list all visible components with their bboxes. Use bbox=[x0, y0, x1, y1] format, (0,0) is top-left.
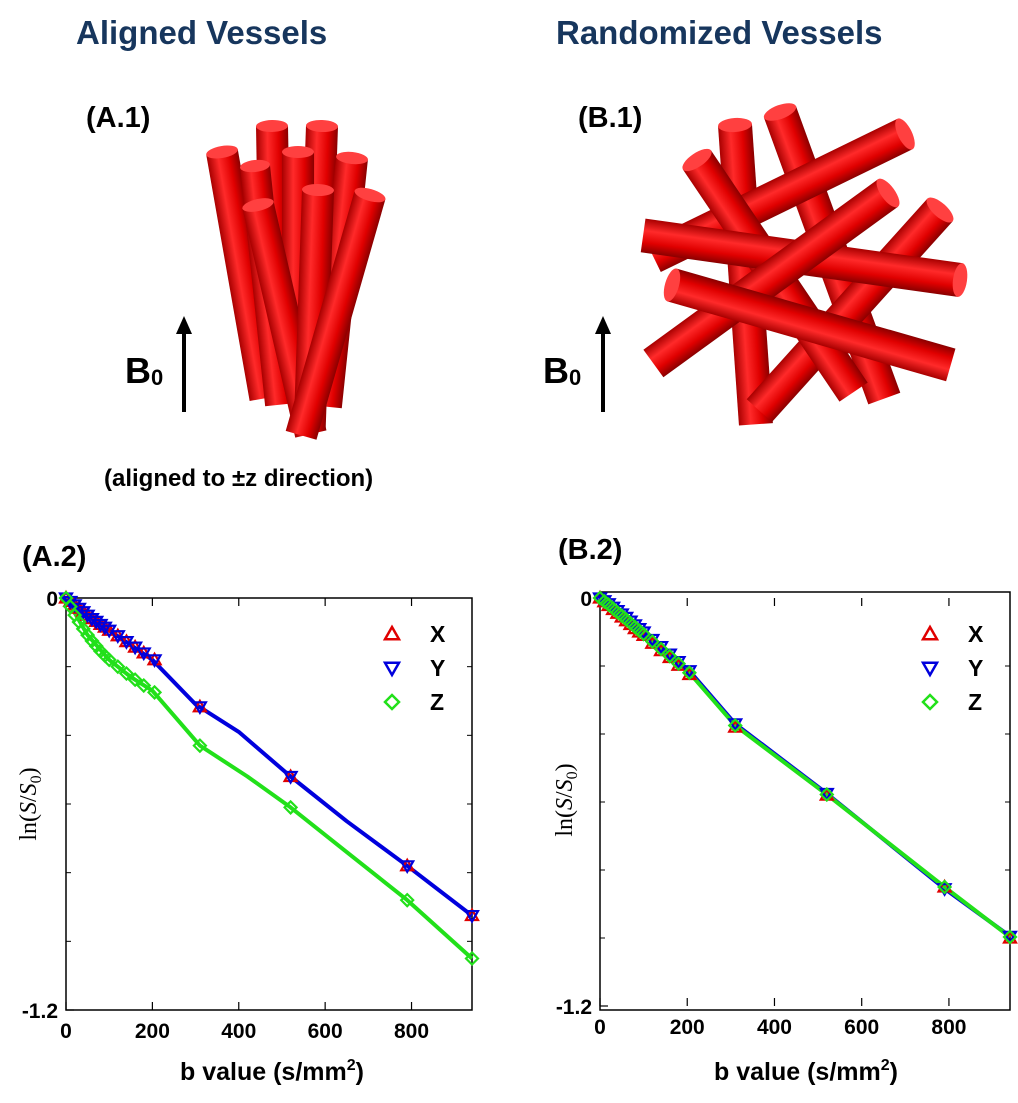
data-point-z bbox=[819, 786, 835, 803]
y-axis-label: ln(S/S0) bbox=[552, 763, 581, 836]
title-aligned-vessels: Aligned Vessels bbox=[76, 14, 328, 51]
data-point-y bbox=[282, 770, 299, 785]
b0-label-left: B0 bbox=[125, 350, 164, 391]
y-tick-label: -1.2 bbox=[22, 1000, 58, 1023]
aligned-vessels-bundle bbox=[206, 119, 386, 440]
b0-arrow-right bbox=[595, 316, 611, 412]
data-point-z bbox=[727, 717, 743, 734]
vessel-tube bbox=[746, 197, 954, 423]
legend-marker-y bbox=[920, 661, 940, 678]
x-tick-label: 0 bbox=[594, 1016, 606, 1039]
x-axis-label: b value (s/mm2) bbox=[180, 1057, 364, 1086]
legend-marker-x bbox=[920, 624, 940, 641]
legend-label-y: Y bbox=[968, 655, 983, 681]
x-axis-label: b value (s/mm2) bbox=[714, 1057, 898, 1086]
data-point-z bbox=[644, 633, 660, 650]
legend-label-z: Z bbox=[430, 689, 444, 715]
x-tick-label: 800 bbox=[394, 1020, 429, 1043]
y-tick-label: 0 bbox=[46, 588, 58, 611]
legend-marker-y bbox=[382, 661, 402, 678]
data-point-z bbox=[662, 648, 678, 664]
x-tick-label: 800 bbox=[931, 1016, 966, 1039]
data-point-z bbox=[127, 672, 143, 688]
x-tick-label: 200 bbox=[135, 1020, 170, 1043]
randomized-vessels-bundle bbox=[640, 103, 968, 426]
data-point-z bbox=[670, 656, 687, 672]
aligned-direction-note: (aligned to ±z direction) bbox=[104, 465, 374, 492]
title-randomized-vessels: Randomized Vessels bbox=[556, 14, 883, 51]
data-point-z bbox=[653, 641, 669, 657]
data-point-y bbox=[146, 654, 163, 669]
y-axis-label: ln(S/S0) bbox=[16, 767, 45, 840]
legend-marker-z bbox=[383, 693, 401, 711]
x-tick-label: 600 bbox=[844, 1016, 879, 1039]
data-point-z bbox=[110, 659, 126, 675]
data-point-z bbox=[399, 892, 415, 908]
plot-frame bbox=[599, 591, 1011, 1011]
data-point-z bbox=[636, 626, 652, 642]
legend-label-x: X bbox=[430, 621, 446, 647]
data-point-z bbox=[118, 665, 135, 682]
panel-label-a2: (A.2) bbox=[22, 541, 87, 573]
x-tick-label: 0 bbox=[60, 1020, 72, 1043]
data-point-z bbox=[136, 677, 152, 694]
data-point-y bbox=[66, 599, 83, 614]
y-tick-label: -1.2 bbox=[556, 996, 592, 1019]
data-point-z bbox=[192, 738, 208, 754]
data-point-y bbox=[75, 606, 92, 620]
legend-label-z: Z bbox=[968, 689, 982, 715]
vessel-tube bbox=[643, 178, 900, 378]
legend-marker-z bbox=[921, 693, 939, 711]
vessel-tube bbox=[285, 187, 386, 440]
x-tick-label: 400 bbox=[757, 1016, 792, 1039]
b0-label-right: B0 bbox=[543, 350, 582, 391]
data-point-z bbox=[1002, 929, 1018, 945]
x-tick-label: 600 bbox=[308, 1020, 343, 1043]
data-point-z bbox=[146, 684, 163, 700]
b0-arrow-left bbox=[176, 316, 192, 412]
x-tick-label: 400 bbox=[221, 1020, 256, 1043]
data-point-y bbox=[464, 909, 480, 924]
legend-label-x: X bbox=[968, 621, 984, 647]
panel-label-a1: (A.1) bbox=[86, 102, 151, 134]
data-point-y bbox=[191, 701, 208, 716]
legend-label-y: Y bbox=[430, 655, 445, 681]
legend-marker-x bbox=[382, 624, 402, 641]
y-tick-label: 0 bbox=[580, 588, 592, 611]
data-point-z bbox=[937, 879, 953, 895]
data-point-y bbox=[96, 621, 113, 636]
data-point-z bbox=[283, 799, 299, 815]
data-point-y bbox=[399, 860, 416, 875]
data-point-z bbox=[101, 652, 117, 668]
vessel-tube bbox=[663, 268, 956, 382]
panel-label-b1: (B.1) bbox=[578, 102, 643, 134]
data-point-z bbox=[681, 665, 697, 681]
data-point-z bbox=[464, 950, 480, 967]
data-point-y bbox=[135, 647, 152, 662]
x-tick-label: 200 bbox=[670, 1016, 705, 1039]
panel-label-b2: (B.2) bbox=[558, 534, 623, 566]
